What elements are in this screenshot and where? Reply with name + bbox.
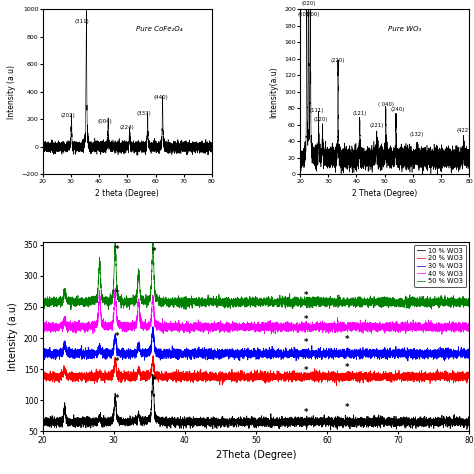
10 % WO3	[311, 419, 317, 424]
Text: *: *	[152, 376, 156, 385]
50 % WO3	[379, 299, 384, 304]
40 % WO3	[112, 285, 118, 291]
50 % WO3	[61, 291, 67, 297]
30 % WO3	[61, 347, 67, 353]
30 % WO3	[150, 324, 156, 329]
Y-axis label: Intensity (a.u): Intensity (a.u)	[9, 302, 18, 371]
40 % WO3	[466, 323, 472, 328]
40 % WO3	[61, 319, 67, 325]
Text: ( 040): ( 040)	[378, 102, 394, 107]
Text: (224): (224)	[120, 125, 135, 130]
Line: 30 % WO3: 30 % WO3	[43, 327, 469, 361]
Text: (004): (004)	[97, 119, 112, 124]
40 % WO3	[40, 325, 46, 330]
20 % WO3	[466, 374, 472, 380]
Line: 20 % WO3: 20 % WO3	[43, 356, 469, 385]
Text: (202): (202)	[61, 113, 75, 118]
20 % WO3	[61, 368, 67, 374]
20 % WO3	[292, 374, 298, 379]
Text: *: *	[303, 292, 308, 301]
10 % WO3	[466, 420, 472, 426]
Legend: 10 % WO3, 20 % WO3, 30 % WO3, 40 % WO3, 50 % WO3: 10 % WO3, 20 % WO3, 30 % WO3, 40 % WO3, …	[414, 245, 466, 287]
10 % WO3	[194, 423, 200, 429]
Line: 40 % WO3: 40 % WO3	[43, 288, 469, 334]
10 % WO3	[356, 420, 362, 426]
20 % WO3	[150, 353, 156, 358]
X-axis label: 2Theta (Degree): 2Theta (Degree)	[216, 450, 296, 460]
50 % WO3	[356, 301, 362, 306]
20 % WO3	[356, 370, 362, 376]
30 % WO3	[466, 350, 472, 356]
Text: *: *	[115, 246, 119, 255]
30 % WO3	[356, 350, 362, 356]
40 % WO3	[194, 327, 200, 332]
50 % WO3	[40, 299, 46, 305]
20 % WO3	[334, 383, 339, 388]
Text: *: *	[303, 338, 308, 347]
10 % WO3	[328, 427, 334, 433]
X-axis label: 2 Theta (Degree): 2 Theta (Degree)	[352, 189, 417, 198]
20 % WO3	[40, 375, 46, 381]
Text: (111): (111)	[310, 108, 324, 113]
Text: (333): (333)	[137, 111, 152, 116]
50 % WO3	[292, 297, 298, 303]
40 % WO3	[292, 325, 298, 330]
Line: 10 % WO3: 10 % WO3	[43, 374, 469, 430]
Text: (020): (020)	[301, 1, 316, 6]
40 % WO3	[439, 331, 445, 337]
10 % WO3	[40, 423, 46, 428]
30 % WO3	[292, 353, 298, 359]
30 % WO3	[311, 349, 317, 355]
Text: (221): (221)	[370, 123, 384, 128]
20 % WO3	[194, 379, 200, 384]
Text: (200): (200)	[305, 12, 320, 17]
50 % WO3	[311, 294, 317, 300]
Text: *: *	[115, 394, 119, 403]
Text: *: *	[345, 403, 349, 412]
Text: *: *	[115, 356, 119, 365]
Text: *: *	[345, 336, 349, 345]
Text: *: *	[115, 332, 119, 341]
Text: *: *	[303, 366, 308, 375]
10 % WO3	[150, 371, 155, 377]
50 % WO3	[112, 238, 118, 244]
10 % WO3	[292, 419, 298, 425]
10 % WO3	[379, 418, 384, 424]
Text: (240): (240)	[390, 107, 404, 112]
Text: *: *	[303, 408, 308, 417]
40 % WO3	[311, 324, 317, 330]
Text: (220): (220)	[331, 58, 345, 63]
X-axis label: 2 theta (Degree): 2 theta (Degree)	[95, 189, 159, 198]
Line: 50 % WO3: 50 % WO3	[43, 241, 469, 310]
50 % WO3	[466, 298, 472, 303]
Y-axis label: Intensity (a.u): Intensity (a.u)	[7, 65, 16, 119]
20 % WO3	[311, 376, 317, 382]
Text: Pure WO₃: Pure WO₃	[388, 26, 421, 32]
30 % WO3	[379, 349, 384, 355]
Text: (132): (132)	[410, 132, 424, 137]
Text: *: *	[345, 364, 349, 373]
30 % WO3	[194, 353, 200, 359]
40 % WO3	[356, 325, 362, 330]
30 % WO3	[40, 348, 46, 354]
50 % WO3	[68, 307, 74, 313]
30 % WO3	[405, 358, 410, 364]
Text: Pure CoFe₂O₄: Pure CoFe₂O₄	[136, 26, 182, 32]
Text: (440): (440)	[154, 95, 169, 100]
Text: (001): (001)	[297, 12, 311, 17]
50 % WO3	[194, 297, 200, 303]
Y-axis label: Intensity(a.u): Intensity(a.u)	[270, 66, 279, 118]
Text: *: *	[115, 289, 119, 298]
20 % WO3	[379, 374, 384, 379]
Text: (121): (121)	[353, 111, 367, 116]
Text: (311): (311)	[75, 19, 90, 24]
40 % WO3	[379, 327, 384, 332]
Text: *: *	[152, 246, 156, 255]
Text: (422): (422)	[456, 128, 471, 133]
10 % WO3	[61, 412, 67, 418]
Text: *: *	[303, 315, 308, 324]
Text: (120): (120)	[314, 117, 328, 122]
